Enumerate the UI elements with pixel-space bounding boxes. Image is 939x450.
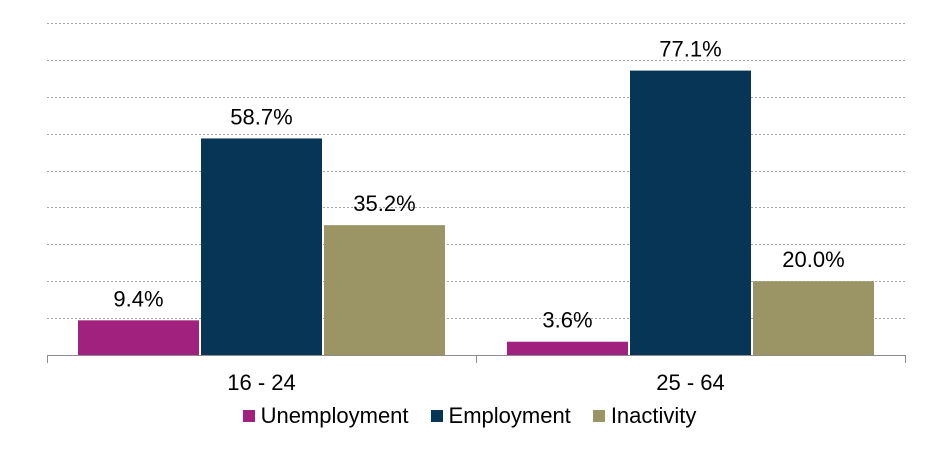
data-label-employment-1: 58.7% xyxy=(230,104,292,129)
bars xyxy=(78,70,874,355)
data-label-inactivity-2: 20.0% xyxy=(782,247,844,272)
bar-inactivity-2 xyxy=(753,281,874,355)
legend-label-unemployment: Unemployment xyxy=(260,403,409,428)
data-label-inactivity-1: 35.2% xyxy=(353,191,415,216)
legend-item-employment: Employment xyxy=(430,403,571,429)
x-axis: 16 - 24 25 - 64 xyxy=(47,355,906,395)
x-tick-label: 16 - 24 xyxy=(227,370,296,395)
data-label-employment-2: 77.1% xyxy=(659,37,721,62)
bar-unemployment-1 xyxy=(78,320,199,355)
data-label-unemployment-2: 3.6% xyxy=(542,308,592,333)
legend-label-inactivity: Inactivity xyxy=(610,403,697,428)
legend-item-unemployment: Unemployment xyxy=(242,403,409,429)
bar-employment-1 xyxy=(201,138,322,355)
bar-unemployment-2 xyxy=(507,341,628,355)
legend-swatch-inactivity xyxy=(592,410,605,422)
bar-inactivity-1 xyxy=(324,225,445,355)
gridlines xyxy=(47,23,905,319)
legend-swatch-unemployment xyxy=(242,410,255,422)
legend-item-inactivity: Inactivity xyxy=(592,403,697,429)
x-tick-label: 25 - 64 xyxy=(656,370,725,395)
legend-label-employment: Employment xyxy=(448,403,571,428)
legend-swatch-employment xyxy=(430,410,443,422)
data-label-unemployment-1: 9.4% xyxy=(113,286,163,311)
data-labels: 9.4% 58.7% 35.2% 3.6% 77.1% 20.0% xyxy=(113,37,844,333)
bar-employment-2 xyxy=(630,70,751,355)
legend: Unemployment Employment Inactivity xyxy=(0,403,939,429)
